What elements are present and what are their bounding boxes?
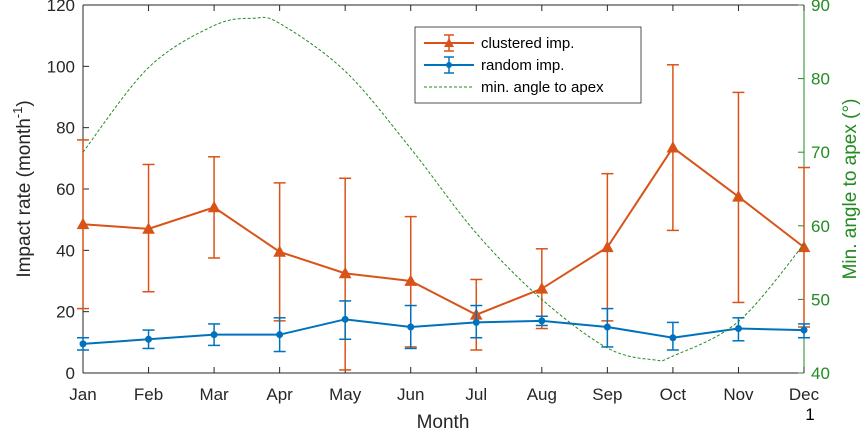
series-line [82, 146, 805, 316]
x-tick-label: Oct [660, 385, 687, 404]
dot-marker [603, 323, 611, 331]
right-tick-label: 60 [811, 217, 830, 236]
page-number: 1 [805, 405, 814, 424]
triangle-marker [207, 200, 221, 213]
x-tick-label: Jun [397, 385, 424, 404]
left-tick-label: 20 [56, 303, 75, 322]
y-left-title-prefix: Impact rate (month [14, 118, 35, 277]
left-tick-label: 0 [66, 364, 75, 383]
y-left-title-sup: -1 [10, 107, 25, 119]
dot-marker [734, 325, 742, 333]
x-tick-label: Apr [266, 385, 293, 404]
triangle-marker [273, 245, 286, 257]
series-2 [82, 16, 805, 362]
y-axis-right-title: Min. angle to apex (°) [840, 99, 861, 280]
dot-marker [79, 340, 87, 348]
legend: clustered imp. random imp. min. angle to a… [414, 26, 642, 104]
left-axis-ticks: 0 20 40 60 80 100 120 [47, 0, 89, 383]
x-axis-ticks: Jan Feb Mar Apr May Jun Jul Aug Sep Oct Nov Dec [69, 5, 820, 404]
triangle-marker [666, 141, 680, 153]
legend-label: random imp. [481, 57, 564, 74]
x-tick-label: Nov [723, 385, 754, 404]
series-1 [77, 300, 810, 353]
legend-marker [446, 62, 452, 68]
y-left-title-suffix: ) [14, 100, 35, 106]
left-tick-label: 100 [47, 57, 75, 76]
dot-marker [145, 335, 153, 343]
triangle-marker [535, 282, 549, 294]
triangle-marker [142, 222, 155, 234]
triangle-marker [76, 217, 90, 230]
apex-angle-curve [82, 16, 805, 362]
left-tick-label: 80 [56, 119, 75, 138]
x-tick-label: May [329, 385, 362, 404]
legend-marker [444, 38, 454, 47]
dot-marker [800, 326, 808, 334]
dot-marker [407, 323, 415, 331]
dot-marker [669, 334, 677, 342]
x-tick-label: Feb [134, 385, 163, 404]
right-tick-label: 40 [811, 364, 830, 383]
right-tick-label: 70 [811, 143, 830, 162]
x-axis-title: Month [417, 412, 470, 433]
triangle-marker [601, 240, 614, 253]
x-tick-label: Jul [465, 385, 487, 404]
legend-label: min. angle to apex [481, 79, 604, 96]
triangle-marker [404, 274, 418, 286]
right-axis-ticks: 40 50 60 70 80 90 [798, 0, 830, 383]
dot-marker [210, 331, 218, 339]
dot-marker [276, 331, 284, 339]
dot-marker [538, 317, 546, 325]
triangle-marker [338, 266, 352, 279]
x-tick-label: Sep [592, 385, 622, 404]
left-tick-label: 60 [56, 180, 75, 199]
left-tick-label: 120 [47, 0, 75, 15]
triangle-marker [732, 190, 745, 202]
series-line [82, 318, 805, 345]
right-tick-label: 90 [811, 0, 830, 15]
x-tick-label: Aug [527, 385, 557, 404]
x-tick-label: Dec [789, 385, 820, 404]
y-axis-left-title: Impact rate (month-1) [10, 100, 35, 277]
legend-label: clustered imp. [481, 35, 574, 52]
x-tick-label: Mar [199, 385, 229, 404]
triangle-marker [797, 240, 811, 253]
right-tick-label: 80 [811, 70, 830, 89]
x-tick-label: Jan [69, 385, 96, 404]
series-layer [76, 16, 811, 371]
dot-marker [472, 318, 480, 326]
dot-marker [341, 315, 349, 323]
right-tick-label: 50 [811, 290, 830, 309]
left-tick-label: 40 [56, 241, 75, 260]
